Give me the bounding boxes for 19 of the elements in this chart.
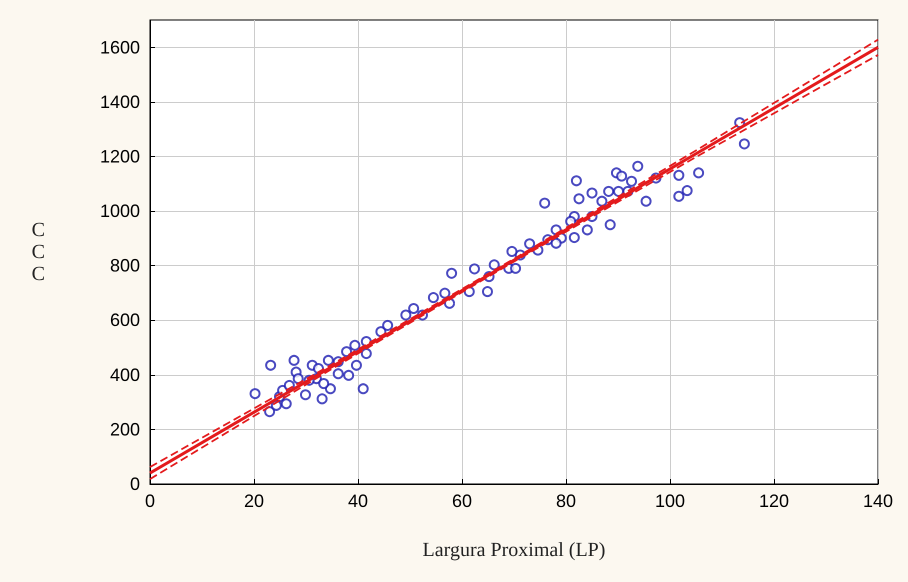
y-tick-label: 600 xyxy=(110,310,140,330)
y-tick-label: 1200 xyxy=(100,146,140,166)
y-tick-label: 1600 xyxy=(100,37,140,58)
y-tick-label: 1400 xyxy=(100,92,140,112)
x-tick-label: 60 xyxy=(452,491,472,511)
x-tick-label: 120 xyxy=(758,491,790,511)
x-tick-label: 140 xyxy=(862,491,894,511)
y-tick-label: 0 xyxy=(130,474,140,494)
y-tick-label: 800 xyxy=(110,256,140,276)
y-axis-title: CCC xyxy=(32,219,45,285)
x-tick-label: 20 xyxy=(244,491,264,511)
x-tick-label: 100 xyxy=(654,491,686,511)
x-tick-label: 0 xyxy=(144,491,156,511)
y-tick-label: 400 xyxy=(110,364,140,385)
x-axis-title: Largura Proximal (LP) xyxy=(422,539,606,561)
y-tick-label: 200 xyxy=(110,419,140,440)
x-tick-label: 40 xyxy=(348,491,368,511)
y-tick-label: 1000 xyxy=(100,201,140,222)
x-tick-label: 80 xyxy=(556,491,576,511)
